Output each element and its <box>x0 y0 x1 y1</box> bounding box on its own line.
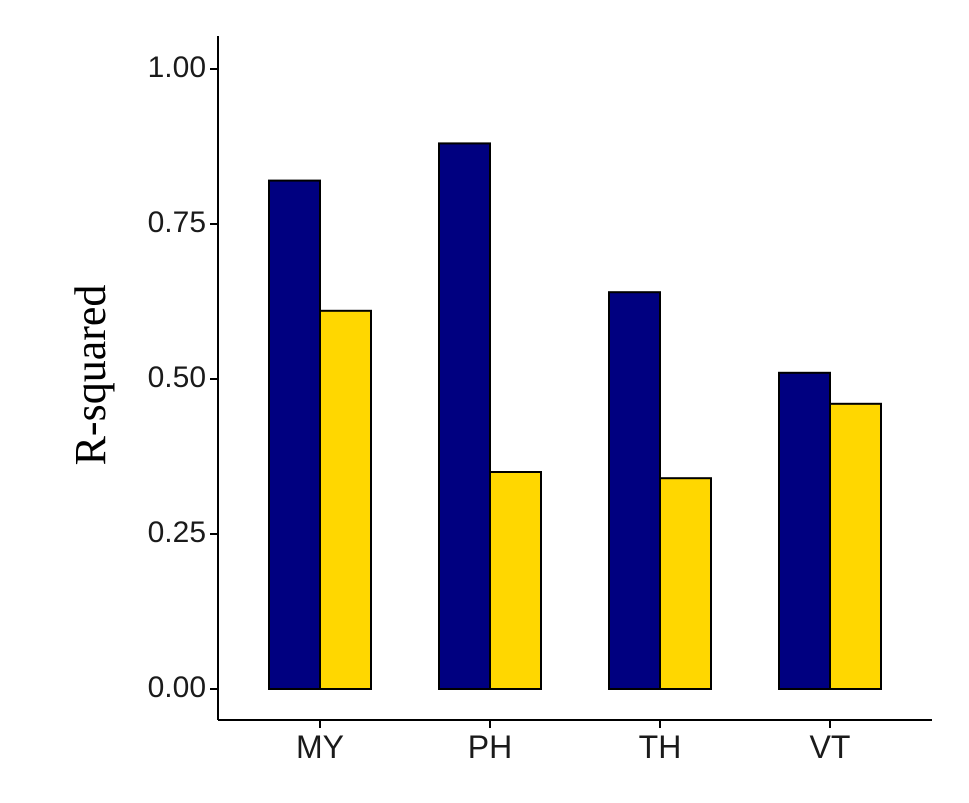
bar-series1-vt <box>778 371 831 690</box>
bar-series2-my <box>319 309 372 690</box>
axes-layer: 0.00 0.25 0.50 0.75 1.00 MY PH TH VT <box>148 36 932 765</box>
x-tick-label-vt: VT <box>810 729 851 765</box>
x-tick-label-th: TH <box>639 729 682 765</box>
x-tick-label-my: MY <box>296 729 344 765</box>
bar-series1-th <box>608 291 661 690</box>
y-tick-label: 0.00 <box>148 671 206 704</box>
bar-series2-ph <box>489 471 542 690</box>
bar-series2-vt <box>829 402 882 690</box>
x-tick-label-ph: PH <box>468 729 512 765</box>
bar-series1-my <box>268 179 321 690</box>
y-tick-label: 0.50 <box>148 361 206 394</box>
bars-layer <box>268 142 882 691</box>
y-tick-label: 0.75 <box>148 206 206 239</box>
y-tick-label: 1.00 <box>148 51 206 84</box>
y-axis-label: R-squared <box>66 285 115 466</box>
bar-series2-th <box>659 477 712 691</box>
bar-series1-ph <box>438 142 491 690</box>
y-tick-label: 0.25 <box>148 516 206 549</box>
